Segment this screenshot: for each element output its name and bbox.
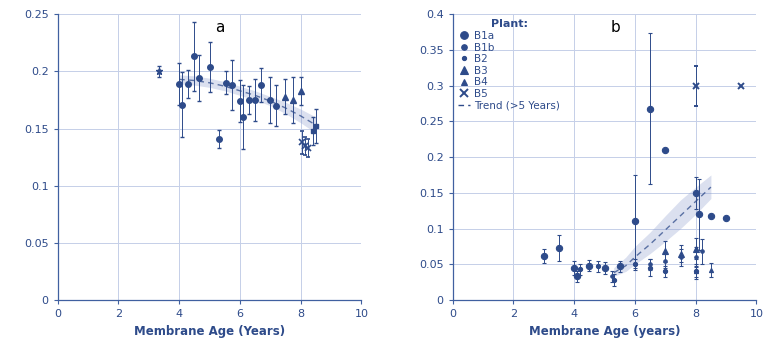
X-axis label: Membrane Age (years): Membrane Age (years) [529,324,680,338]
Text: a: a [216,20,225,35]
X-axis label: Membrane Age (Years): Membrane Age (Years) [134,324,285,338]
Text: b: b [611,20,621,35]
Legend: B1a, B1b, B2, B3, B4, B5, Trend (>5 Years): B1a, B1b, B2, B3, B4, B5, Trend (>5 Year… [455,17,562,113]
